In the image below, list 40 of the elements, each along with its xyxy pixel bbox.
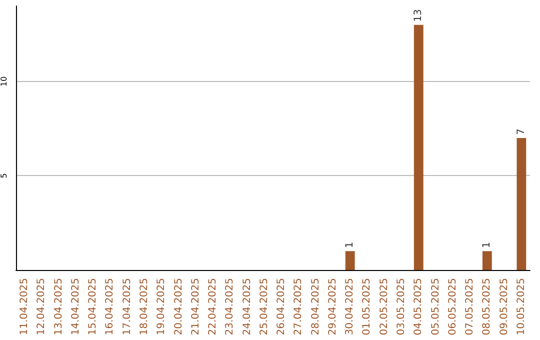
x-tick-label: 21.04.2025	[190, 278, 202, 336]
x-tick-label: 25.04.2025	[258, 278, 270, 336]
data-label: 7	[516, 128, 527, 135]
bar	[482, 251, 492, 270]
x-tick-label: 09.05.2025	[498, 278, 510, 336]
x-tick-label: 16.04.2025	[104, 278, 116, 336]
bar	[516, 138, 526, 270]
x-tick-label: 15.04.2025	[88, 278, 99, 336]
x-tick-label: 27.04.2025	[293, 278, 304, 336]
bar	[414, 24, 424, 270]
x-tick-label: 12.04.2025	[36, 278, 48, 336]
x-tick-label: 22.04.2025	[208, 278, 219, 336]
x-tick-label: 26.04.2025	[276, 278, 288, 336]
x-tick-label: 08.05.2025	[482, 278, 493, 336]
x-tick-label: 02.05.2025	[378, 278, 390, 336]
bar	[345, 251, 355, 270]
data-label: 1	[482, 242, 493, 248]
x-tick-label: 30.04.2025	[344, 278, 356, 336]
x-tick-label: 19.04.2025	[156, 278, 168, 336]
x-tick-label: 20.04.2025	[173, 278, 184, 336]
data-label: 1	[344, 242, 356, 248]
x-tick-label: 10.05.2025	[516, 278, 527, 336]
x-tick-label: 28.04.2025	[310, 278, 322, 336]
x-tick-label: 11.04.2025	[19, 278, 30, 336]
x-tick-label: 03.05.2025	[396, 278, 407, 336]
x-tick-label: 17.04.2025	[122, 278, 133, 336]
x-tick-label: 01.05.2025	[362, 278, 373, 336]
x-tick-label: 14.04.2025	[70, 278, 82, 336]
x-tick-label: 23.04.2025	[224, 278, 236, 336]
x-tick-label: 06.05.2025	[447, 278, 458, 336]
x-tick-label: 24.04.2025	[242, 278, 253, 336]
x-tick-label: 05.05.2025	[430, 278, 442, 336]
data-label: 13	[413, 9, 424, 22]
y-tick-label: 5	[0, 173, 8, 178]
x-tick-label: 29.04.2025	[327, 278, 338, 336]
x-tick-label: 18.04.2025	[139, 278, 150, 336]
x-tick-label: 04.05.2025	[413, 278, 424, 336]
y-tick-label: 10	[0, 76, 8, 87]
x-tick-label: 07.05.2025	[464, 278, 476, 336]
x-tick-label: 13.04.2025	[53, 278, 64, 336]
